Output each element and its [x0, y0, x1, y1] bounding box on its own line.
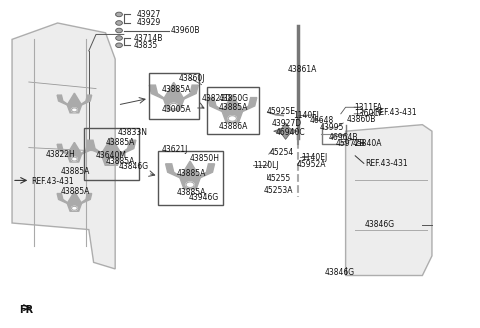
- Circle shape: [228, 116, 236, 121]
- Polygon shape: [208, 97, 224, 112]
- Text: 43860J: 43860J: [179, 73, 205, 83]
- Text: 43005A: 43005A: [162, 105, 192, 114]
- Polygon shape: [120, 140, 136, 154]
- Circle shape: [116, 28, 122, 33]
- Polygon shape: [149, 85, 166, 99]
- Bar: [207, 87, 259, 134]
- Text: 45255: 45255: [267, 174, 291, 183]
- Text: 43960B: 43960B: [170, 26, 200, 35]
- Circle shape: [186, 182, 194, 188]
- Text: 1120LJ: 1120LJ: [253, 161, 279, 171]
- Polygon shape: [101, 137, 121, 165]
- Polygon shape: [240, 97, 257, 112]
- Text: 43860B: 43860B: [347, 115, 376, 124]
- Bar: [158, 151, 223, 205]
- Polygon shape: [67, 142, 82, 162]
- Text: 43929: 43929: [137, 18, 161, 28]
- Polygon shape: [87, 140, 103, 154]
- Text: REF.43-431: REF.43-431: [374, 108, 417, 117]
- Text: 43885A: 43885A: [162, 85, 191, 94]
- Text: 43835: 43835: [133, 41, 158, 50]
- Text: 43846G: 43846G: [119, 162, 149, 172]
- Text: 43640M: 43640M: [96, 151, 127, 160]
- Text: 43927: 43927: [137, 10, 161, 19]
- PathPatch shape: [346, 125, 432, 276]
- Circle shape: [108, 158, 115, 164]
- Text: 45253A: 45253A: [264, 186, 293, 195]
- Polygon shape: [198, 164, 215, 178]
- Text: 1140EJ: 1140EJ: [301, 153, 327, 162]
- Circle shape: [72, 157, 77, 161]
- Circle shape: [116, 21, 122, 25]
- Text: 45254: 45254: [269, 148, 294, 157]
- Text: 46940C: 46940C: [276, 128, 305, 137]
- Text: REF.43-431: REF.43-431: [365, 159, 408, 168]
- Circle shape: [72, 206, 77, 210]
- Polygon shape: [57, 194, 69, 203]
- Circle shape: [72, 108, 77, 112]
- Polygon shape: [67, 93, 82, 113]
- Text: 43995: 43995: [319, 123, 344, 133]
- Text: 43714B: 43714B: [133, 33, 163, 43]
- Polygon shape: [164, 82, 184, 110]
- Text: 43822H: 43822H: [46, 150, 76, 159]
- Text: 43833N: 43833N: [118, 128, 148, 137]
- Text: 46648: 46648: [310, 116, 334, 125]
- Polygon shape: [182, 85, 198, 99]
- Text: 1311FA: 1311FA: [354, 103, 382, 112]
- Text: 46964B: 46964B: [329, 133, 358, 142]
- Bar: [149, 73, 199, 119]
- PathPatch shape: [12, 23, 115, 269]
- Polygon shape: [166, 164, 182, 178]
- Polygon shape: [57, 144, 69, 154]
- Polygon shape: [80, 95, 92, 105]
- Text: 43946G: 43946G: [189, 193, 219, 202]
- Text: 45952A: 45952A: [297, 160, 326, 169]
- Text: 43885A: 43885A: [60, 167, 90, 176]
- Text: REF.43-431: REF.43-431: [31, 177, 74, 186]
- Text: 45840A: 45840A: [353, 138, 382, 148]
- Text: 45972B: 45972B: [336, 138, 365, 148]
- Text: 43927D: 43927D: [272, 119, 302, 128]
- Text: 43846G: 43846G: [365, 220, 395, 229]
- Text: 43621J: 43621J: [162, 145, 188, 154]
- Text: 43885A: 43885A: [60, 187, 90, 196]
- Bar: [84, 128, 139, 180]
- Text: 43850G: 43850G: [219, 94, 249, 103]
- Circle shape: [116, 36, 122, 40]
- Text: 43885A: 43885A: [176, 188, 205, 197]
- Text: 43861A: 43861A: [288, 65, 317, 74]
- Text: 43885A: 43885A: [176, 169, 205, 178]
- Circle shape: [116, 12, 122, 17]
- Text: 43885A: 43885A: [106, 157, 135, 166]
- Text: 43885A: 43885A: [106, 138, 135, 147]
- Text: 43823D: 43823D: [202, 94, 231, 103]
- Text: 43886A: 43886A: [219, 122, 248, 131]
- Text: 1360CF: 1360CF: [354, 109, 383, 118]
- Text: FR: FR: [19, 305, 33, 315]
- Circle shape: [169, 103, 178, 109]
- Text: 45925E: 45925E: [266, 107, 295, 116]
- Text: 43885A: 43885A: [219, 103, 248, 112]
- Text: 43846G: 43846G: [324, 268, 355, 277]
- Polygon shape: [222, 95, 242, 123]
- Polygon shape: [274, 123, 298, 139]
- Polygon shape: [67, 192, 82, 211]
- Polygon shape: [80, 194, 92, 203]
- Text: 1140FJ: 1140FJ: [293, 111, 319, 120]
- Circle shape: [116, 43, 122, 48]
- Text: 43850H: 43850H: [190, 154, 220, 163]
- Polygon shape: [57, 95, 69, 105]
- Polygon shape: [180, 161, 200, 189]
- Polygon shape: [80, 144, 92, 154]
